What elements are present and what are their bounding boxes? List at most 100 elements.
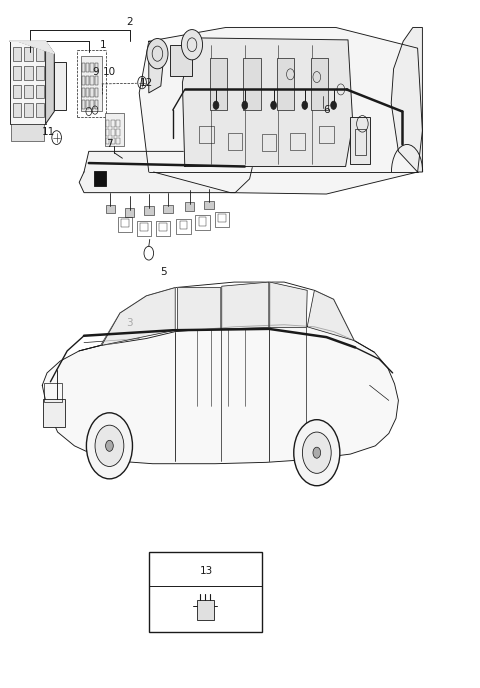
Bar xyxy=(116,129,120,136)
Bar xyxy=(156,221,170,236)
Bar xyxy=(13,103,21,117)
Text: 5: 5 xyxy=(160,267,167,277)
Bar xyxy=(116,138,120,144)
Circle shape xyxy=(242,101,248,109)
Polygon shape xyxy=(10,41,54,54)
Bar xyxy=(90,63,94,72)
Bar xyxy=(13,85,21,98)
Text: 7: 7 xyxy=(106,140,113,149)
Bar xyxy=(228,133,242,150)
Bar xyxy=(82,88,85,97)
Bar xyxy=(163,205,173,213)
Bar xyxy=(121,219,129,227)
Bar xyxy=(111,138,115,144)
Bar xyxy=(195,215,210,230)
Text: 13: 13 xyxy=(200,566,213,576)
Bar xyxy=(106,205,115,213)
Bar xyxy=(94,171,106,186)
Bar xyxy=(159,223,167,231)
Bar xyxy=(199,126,214,143)
Bar xyxy=(86,63,89,72)
Bar xyxy=(105,113,124,146)
Text: 6: 6 xyxy=(323,105,330,115)
Bar xyxy=(36,47,44,61)
Polygon shape xyxy=(182,38,353,166)
Text: 12: 12 xyxy=(140,78,153,87)
Polygon shape xyxy=(102,288,175,345)
Bar xyxy=(106,129,109,136)
Circle shape xyxy=(95,425,124,466)
Bar xyxy=(95,63,98,72)
Bar xyxy=(199,217,206,226)
Text: 11: 11 xyxy=(41,127,55,137)
Polygon shape xyxy=(149,41,163,93)
Bar xyxy=(90,76,94,85)
Bar xyxy=(11,124,44,141)
Bar xyxy=(204,201,214,209)
Bar xyxy=(36,66,44,80)
Bar xyxy=(243,58,261,110)
Bar xyxy=(90,100,94,109)
Bar xyxy=(290,133,305,150)
Bar xyxy=(82,63,85,72)
Bar xyxy=(81,56,102,111)
Bar xyxy=(95,88,98,97)
Text: 1: 1 xyxy=(100,40,107,50)
Bar xyxy=(106,138,109,144)
Bar xyxy=(43,399,65,427)
Text: 10: 10 xyxy=(103,67,116,77)
Bar xyxy=(355,129,366,155)
Bar xyxy=(10,41,46,124)
Bar xyxy=(137,221,151,236)
Bar xyxy=(24,103,33,117)
Circle shape xyxy=(294,420,340,486)
Bar xyxy=(311,58,328,110)
Circle shape xyxy=(181,30,203,60)
Bar xyxy=(210,58,227,110)
Circle shape xyxy=(213,101,219,109)
Text: 2: 2 xyxy=(126,17,133,27)
Text: 8: 8 xyxy=(241,396,248,405)
Bar xyxy=(262,134,276,151)
Text: 3: 3 xyxy=(126,319,133,328)
Bar xyxy=(118,217,132,232)
Bar xyxy=(111,129,115,136)
Text: 4: 4 xyxy=(57,405,63,414)
Bar xyxy=(185,202,194,211)
Bar xyxy=(36,103,44,117)
Bar xyxy=(180,221,187,229)
Bar xyxy=(218,214,226,222)
Bar xyxy=(95,100,98,109)
Polygon shape xyxy=(79,151,254,193)
Polygon shape xyxy=(270,282,307,327)
Bar xyxy=(95,76,98,85)
Bar xyxy=(36,85,44,98)
Bar xyxy=(111,120,115,127)
Bar xyxy=(350,117,370,164)
Polygon shape xyxy=(139,28,422,194)
Bar xyxy=(86,100,89,109)
Bar xyxy=(125,208,134,217)
Circle shape xyxy=(106,440,113,451)
Text: 9: 9 xyxy=(93,67,99,77)
Bar xyxy=(149,552,262,632)
Bar xyxy=(24,47,33,61)
Polygon shape xyxy=(178,288,221,330)
Circle shape xyxy=(86,413,132,479)
Bar xyxy=(215,212,229,227)
Bar xyxy=(116,120,120,127)
Circle shape xyxy=(302,432,331,473)
Polygon shape xyxy=(42,325,398,464)
Bar xyxy=(86,76,89,85)
Bar xyxy=(277,58,294,110)
Bar xyxy=(319,126,334,143)
Bar xyxy=(144,206,154,215)
Bar xyxy=(197,601,214,620)
Bar xyxy=(13,47,21,61)
Bar xyxy=(82,100,85,109)
Circle shape xyxy=(271,101,276,109)
Bar xyxy=(24,66,33,80)
Circle shape xyxy=(313,447,321,458)
Polygon shape xyxy=(307,290,354,341)
Bar xyxy=(44,383,62,402)
